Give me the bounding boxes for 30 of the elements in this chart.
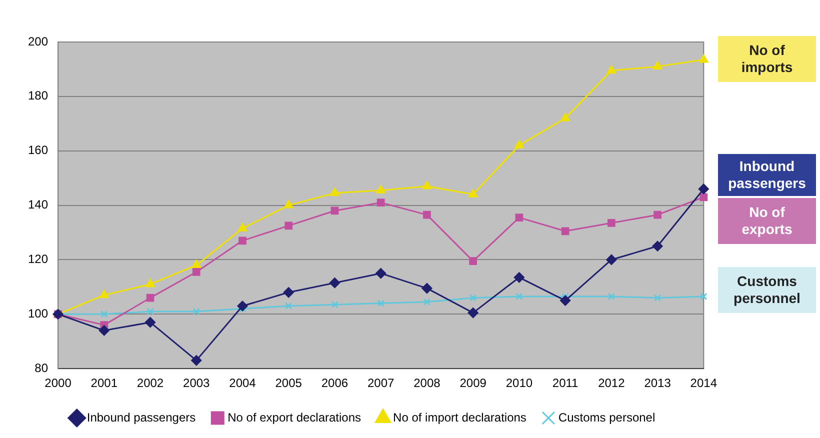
text: Inbound passengers xyxy=(718,154,816,196)
x-tick-label: 2012 xyxy=(598,376,626,390)
x-tick-label: 2002 xyxy=(136,376,164,390)
y-tick-label: 80 xyxy=(34,360,48,375)
x-tick-label: 2006 xyxy=(321,376,348,390)
x-tick-label: 2014 xyxy=(690,376,718,390)
x-tick-label: 2000 xyxy=(44,376,72,390)
text: No of imports xyxy=(718,36,816,82)
legend-label: No of import declarations xyxy=(393,410,526,424)
text: Customs personnel xyxy=(718,267,816,313)
text: No of exports xyxy=(718,198,816,244)
y-tick-label: 200 xyxy=(28,34,48,48)
legend-label: Customs personel xyxy=(558,410,656,424)
y-tick-label: 100 xyxy=(28,306,48,320)
x-tick-label: 2013 xyxy=(644,376,672,390)
x-tick-label: 2011 xyxy=(552,376,579,390)
y-tick-label: 180 xyxy=(28,88,48,103)
y-tick-label: 140 xyxy=(28,198,48,212)
x-tick-label: 2008 xyxy=(414,376,441,390)
y-tick-label: 120 xyxy=(28,252,48,266)
x-tick-label: 2007 xyxy=(367,376,395,390)
x-tick-label: 2010 xyxy=(506,376,533,390)
x-tick-label: 2003 xyxy=(183,376,210,390)
x-tick-label: 2005 xyxy=(275,376,302,390)
legend-label: Inbound passengers xyxy=(86,410,196,424)
x-tick-label: 2001 xyxy=(90,376,118,390)
x-tick-label: 2009 xyxy=(460,376,487,390)
y-tick-label: 160 xyxy=(28,143,48,158)
legend-label: No of export declarations xyxy=(228,410,362,424)
x-tick-label: 2004 xyxy=(229,376,256,390)
